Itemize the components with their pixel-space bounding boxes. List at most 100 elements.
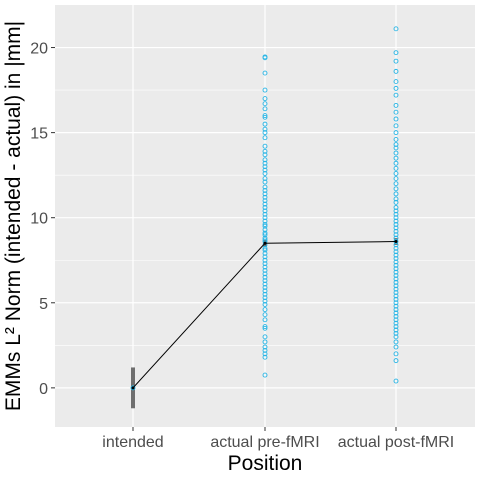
data-point xyxy=(262,188,268,193)
y-tick-label: 5 xyxy=(39,296,48,313)
data-point xyxy=(262,245,268,251)
data-point xyxy=(393,334,399,340)
data-point xyxy=(393,279,399,285)
data-point xyxy=(262,121,268,127)
data-point xyxy=(262,198,268,204)
data-point xyxy=(262,222,268,227)
data-point xyxy=(393,123,399,129)
data-point xyxy=(262,339,268,345)
data-point xyxy=(393,191,399,197)
data-point xyxy=(130,385,136,391)
data-point xyxy=(262,164,268,170)
data-point xyxy=(393,50,399,56)
data-point xyxy=(262,143,268,149)
x-tick-label: intended xyxy=(102,434,163,451)
data-point xyxy=(393,256,399,261)
data-point xyxy=(262,347,268,353)
data-point xyxy=(393,225,399,231)
data-point xyxy=(262,285,268,290)
data-point xyxy=(262,298,268,304)
data-point xyxy=(262,312,268,318)
data-point xyxy=(393,92,399,98)
data-point xyxy=(393,249,399,255)
data-point xyxy=(393,378,399,384)
data-point xyxy=(393,136,399,142)
data-point xyxy=(262,171,268,176)
data-point xyxy=(262,70,268,76)
data-point xyxy=(393,155,399,161)
data-point xyxy=(393,303,399,309)
data-point xyxy=(262,191,268,197)
data-point xyxy=(262,176,268,182)
data-point xyxy=(262,96,268,102)
data-point xyxy=(393,196,399,202)
data-point xyxy=(393,300,399,306)
data-point xyxy=(393,232,399,238)
data-point xyxy=(393,269,399,275)
data-point xyxy=(262,307,268,313)
data-point xyxy=(262,208,268,214)
data-point xyxy=(262,135,268,141)
data-point xyxy=(262,351,268,357)
data-point xyxy=(262,113,268,119)
data-point xyxy=(393,160,399,166)
data-point xyxy=(262,223,268,229)
data-point xyxy=(393,296,399,302)
data-point xyxy=(262,264,268,270)
data-point xyxy=(262,218,268,224)
data-point xyxy=(262,317,268,323)
y-tick-label: 15 xyxy=(30,126,48,143)
data-point xyxy=(262,106,268,112)
data-point xyxy=(262,372,268,378)
mean-point xyxy=(394,240,398,244)
data-point xyxy=(262,281,268,287)
data-point xyxy=(262,247,268,253)
marks xyxy=(130,26,399,409)
data-point xyxy=(393,276,399,282)
data-point xyxy=(393,245,399,251)
data-point xyxy=(262,344,268,350)
data-point xyxy=(393,171,399,176)
data-point xyxy=(262,268,268,273)
data-point xyxy=(393,181,399,187)
data-point xyxy=(262,232,268,238)
data-point xyxy=(262,114,268,120)
data-point xyxy=(393,165,399,171)
data-point xyxy=(393,26,399,32)
data-point xyxy=(393,68,399,74)
data-point xyxy=(262,324,268,330)
data-point xyxy=(393,262,399,268)
data-point xyxy=(393,310,399,316)
data-point xyxy=(262,101,268,107)
data-point xyxy=(393,85,399,91)
data-point xyxy=(393,313,399,319)
data-point xyxy=(262,167,268,173)
data-point xyxy=(393,273,399,279)
data-point xyxy=(393,102,399,108)
data-point xyxy=(262,230,268,236)
data-point xyxy=(393,215,399,221)
data-point xyxy=(262,211,268,217)
data-point xyxy=(262,160,268,166)
data-point xyxy=(262,152,268,158)
data-point xyxy=(262,55,268,61)
data-point xyxy=(393,330,399,336)
y-tick-label: 20 xyxy=(30,41,48,58)
data-point xyxy=(393,145,399,151)
data-point xyxy=(393,252,399,258)
data-point xyxy=(262,295,268,301)
data-point xyxy=(262,254,268,260)
data-point xyxy=(393,79,399,85)
data-point xyxy=(262,302,268,307)
x-axis-title: Position xyxy=(228,452,303,475)
data-point xyxy=(262,201,268,207)
data-point xyxy=(393,290,399,296)
data-point xyxy=(393,358,399,364)
data-point xyxy=(262,278,268,284)
data-point xyxy=(262,271,268,277)
data-point xyxy=(262,130,268,136)
data-point xyxy=(262,157,268,163)
data-point xyxy=(393,58,399,64)
data-point xyxy=(262,291,268,297)
